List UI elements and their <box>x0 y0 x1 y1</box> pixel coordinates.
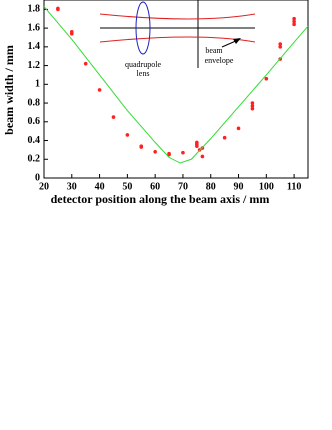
y-tick-label: 0 <box>35 172 40 183</box>
annotation: lens <box>137 69 150 78</box>
y-tick-label: 1.2 <box>28 60 41 71</box>
data-point <box>200 154 205 159</box>
data-point <box>167 152 171 157</box>
x-tick-label: 60 <box>150 181 160 192</box>
data-point <box>83 61 88 66</box>
data-point <box>56 7 60 12</box>
x-tick-label: 110 <box>287 181 301 192</box>
annotation: quadrupole <box>125 60 161 69</box>
data-point <box>292 16 296 21</box>
data-point <box>97 88 102 92</box>
data-point <box>139 145 144 149</box>
plot-frame <box>43 0 309 179</box>
data-point <box>250 104 255 108</box>
data-point <box>250 106 255 111</box>
y-tick-label: 1.4 <box>28 41 41 52</box>
y-tick-label: 0.4 <box>28 135 41 146</box>
x-tick-label: 100 <box>259 181 274 192</box>
data-point <box>292 22 296 27</box>
x-tick-label: 70 <box>178 181 188 192</box>
x-tick-label: 90 <box>234 181 244 192</box>
data-point <box>181 150 185 155</box>
fit-line <box>43 6 309 164</box>
y-axis-title: beam width / mm <box>2 45 16 135</box>
annotation: beam <box>205 46 223 55</box>
inset-diagram: quadrupole lens beam envelope <box>99 0 256 78</box>
envelope-bottom <box>99 36 256 43</box>
data-point <box>250 101 255 105</box>
lens <box>135 1 151 55</box>
x-tick-label: 30 <box>67 181 77 192</box>
envelope-top <box>99 13 256 20</box>
data-point <box>111 115 116 119</box>
x-tick-label: 80 <box>206 181 216 192</box>
annotation: envelope <box>205 56 234 65</box>
y-tick-label: 0.2 <box>28 154 41 165</box>
y-tick-label: 1.6 <box>28 22 41 33</box>
data-point <box>125 133 130 137</box>
x-tick-label: 40 <box>95 181 105 192</box>
data-point <box>278 45 283 49</box>
data-point <box>236 126 241 131</box>
y-tick-label: 0.8 <box>28 97 41 108</box>
data-point <box>278 42 283 46</box>
y-tick-label: 1 <box>35 79 40 90</box>
data-point <box>195 144 199 148</box>
x-tick-label: 50 <box>122 181 132 192</box>
data-point <box>264 76 269 81</box>
y-tick-label: 0.6 <box>28 116 41 127</box>
y-tick-label: 1.8 <box>28 4 41 15</box>
x-tick-label: 20 <box>39 181 49 192</box>
data-point <box>69 31 74 36</box>
data-point <box>222 135 227 140</box>
data-point <box>153 149 157 154</box>
data-point <box>292 19 296 24</box>
arrow-head <box>233 38 241 44</box>
x-axis-title: detector position along the beam axis / … <box>51 192 270 206</box>
